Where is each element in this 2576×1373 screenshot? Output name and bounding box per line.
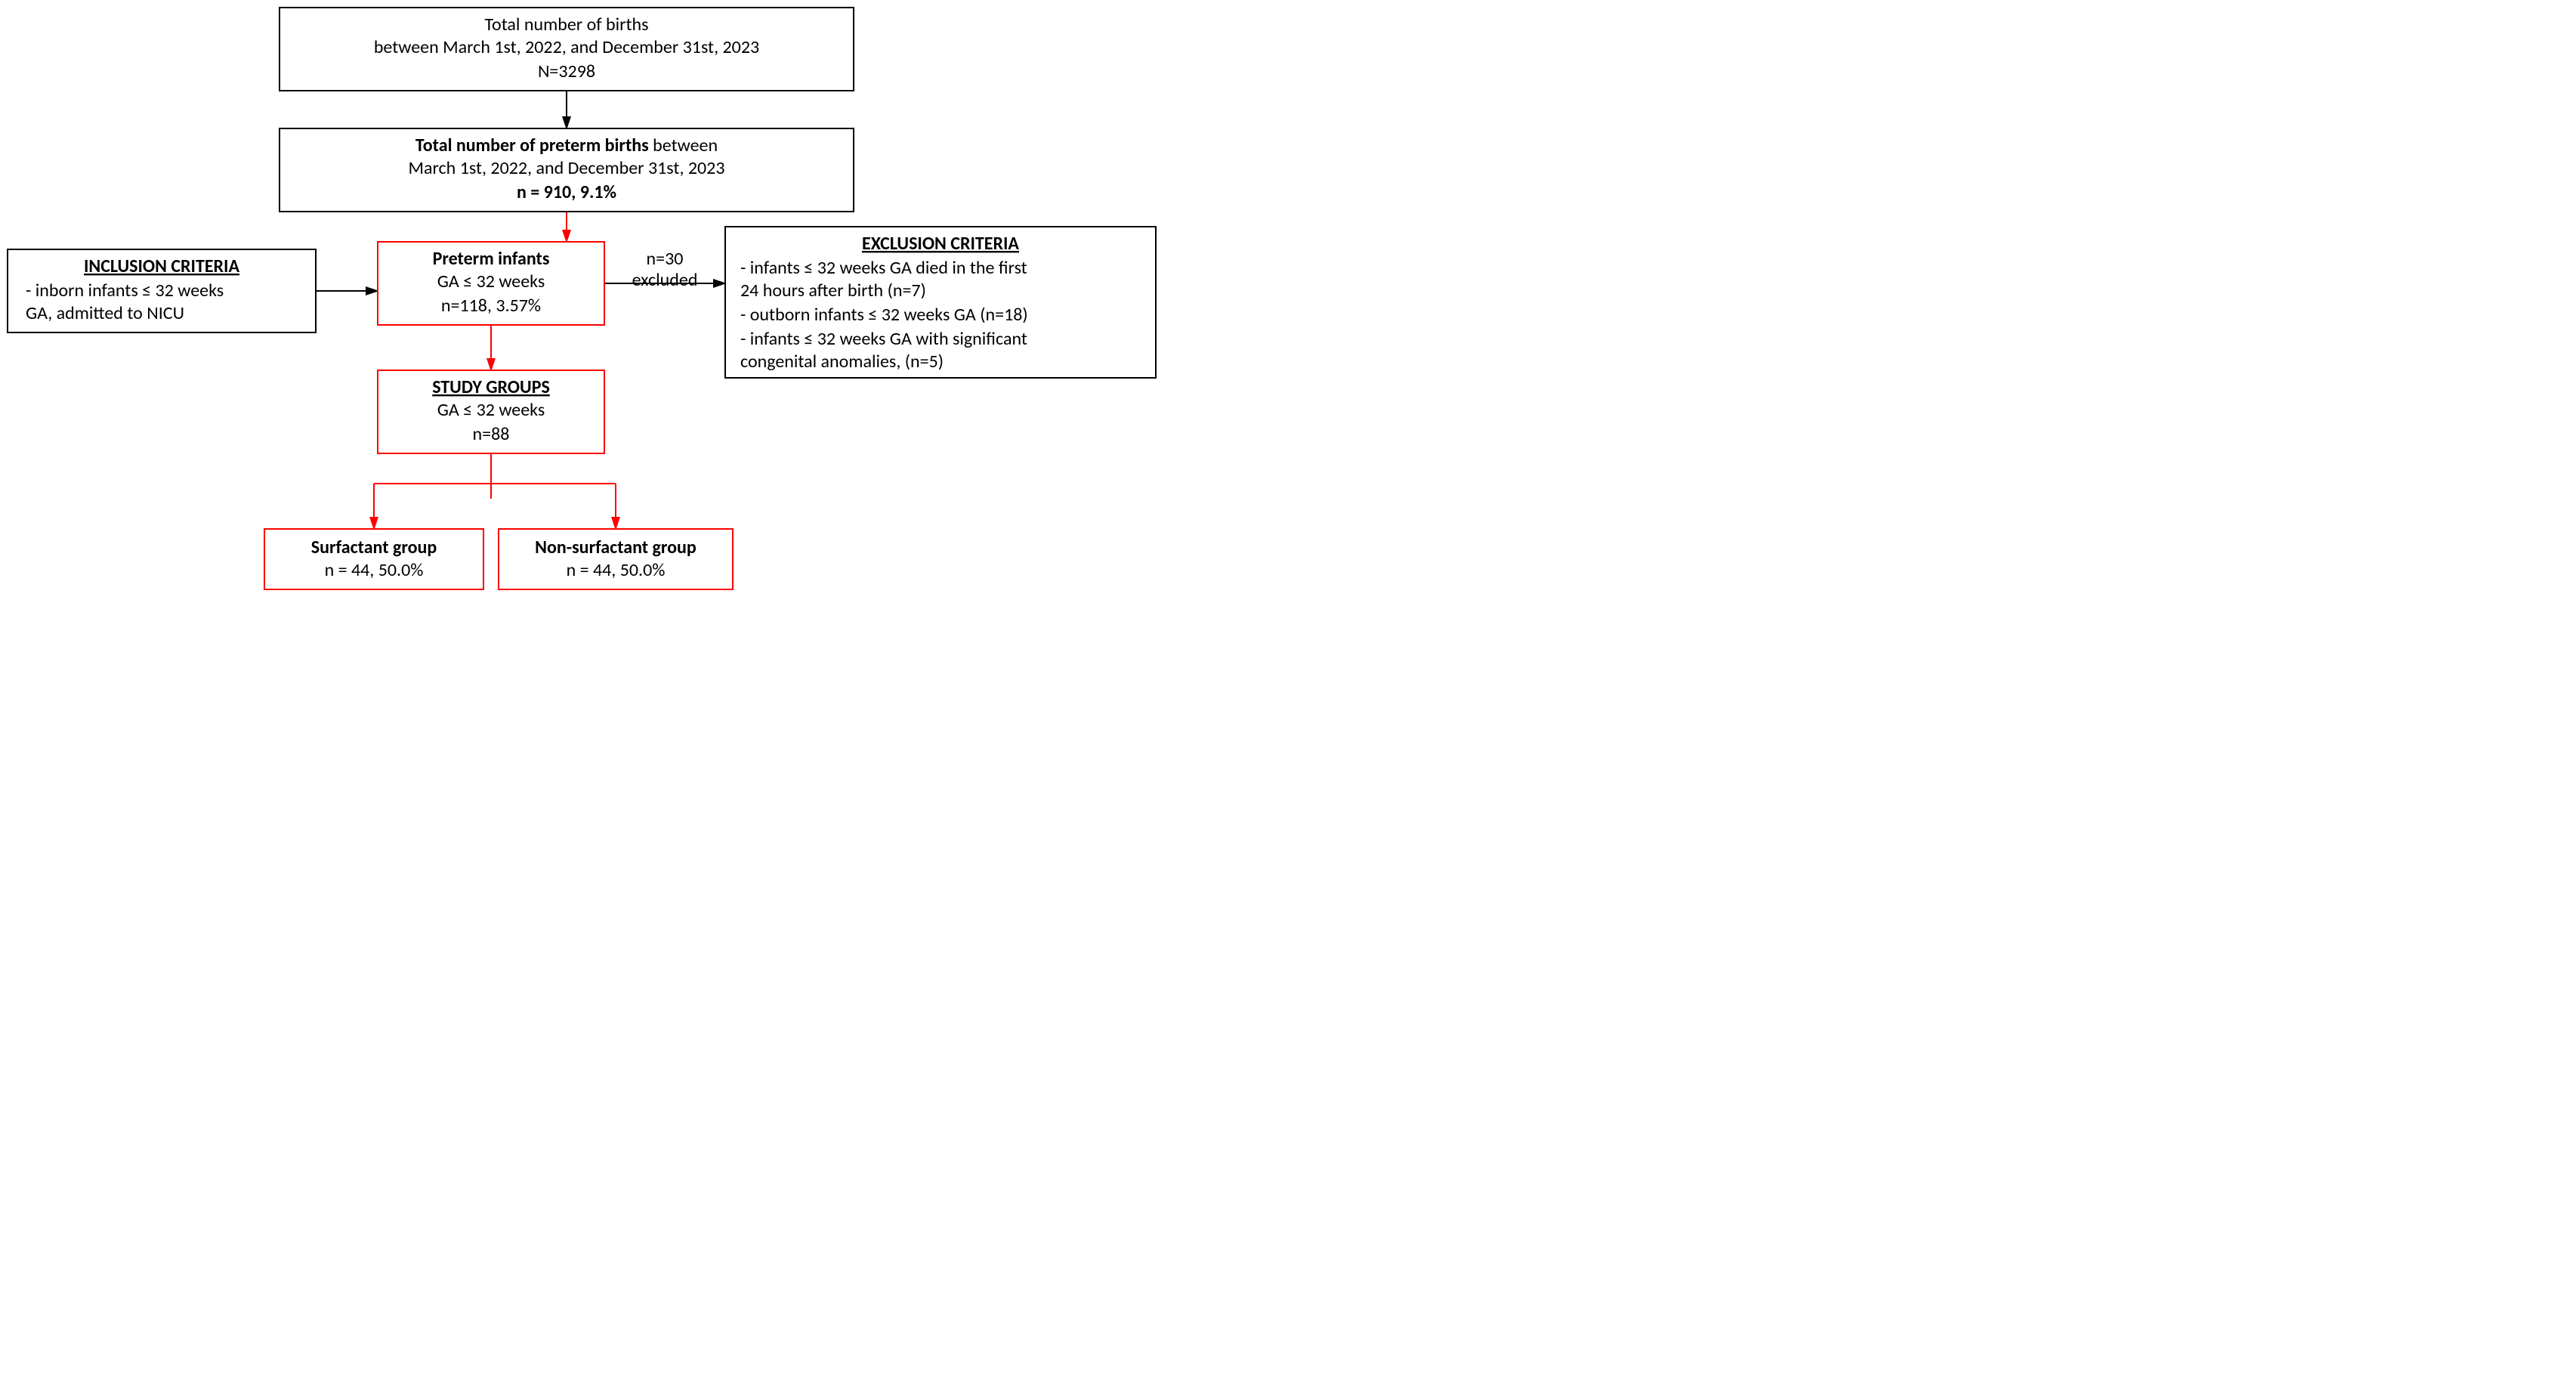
node-text: INCLUSION CRITERIA (84, 255, 239, 277)
node-text: Total number of preterm births between (415, 135, 718, 156)
node-preterm_infants: Preterm infantsGA ≤ 32 weeks n=118, 3.57% (378, 242, 604, 325)
node-text: GA, admitted to NICU (26, 302, 184, 324)
node-text: congenital anomalies, (n=5) (740, 351, 944, 373)
flowchart-canvas: n=30excluded Total number of birthsbetwee… (0, 0, 1163, 620)
edge-label: excluded (632, 269, 698, 291)
node-text: - infants ≤ 32 weeks GA with significant (740, 328, 1027, 350)
node-text: Surfactant group (311, 537, 437, 558)
node-non_surfactant: Non-surfactant groupn = 44, 50.0% (499, 529, 733, 589)
node-text: Preterm infants (433, 248, 550, 270)
node-study_groups: STUDY GROUPSGA ≤ 32 weeksn=88 (378, 370, 604, 453)
node-text: GA ≤ 32 weeks (437, 271, 545, 292)
node-text: - inborn infants ≤ 32 weeks (26, 280, 224, 302)
node-text: 24 hours after birth (n=7) (740, 280, 926, 302)
node-text: n = 44, 50.0% (567, 559, 666, 581)
node-preterm_births: Total number of preterm births betweenMa… (280, 128, 854, 212)
node-text: - infants ≤ 32 weeks GA died in the firs… (740, 257, 1027, 279)
node-text: - outborn infants ≤ 32 weeks GA (n=18) (740, 304, 1028, 326)
node-text: between March 1st, 2022, and December 31… (374, 36, 759, 58)
edge-label: n=30 (647, 248, 684, 270)
node-text: STUDY GROUPS (432, 376, 550, 398)
node-text: EXCLUSION CRITERIA (862, 233, 1019, 255)
node-surfactant: Surfactant groupn = 44, 50.0% (264, 529, 483, 589)
node-text: n = 44, 50.0% (325, 559, 424, 581)
node-text: n = 910, 9.1% (517, 181, 616, 203)
node-exclusion: EXCLUSION CRITERIA- infants ≤ 32 weeks G… (725, 227, 1156, 378)
node-text: March 1st, 2022, and December 31st, 2023 (408, 157, 724, 179)
node-total_births: Total number of birthsbetween March 1st,… (280, 8, 854, 91)
node-text: n=118, 3.57% (441, 295, 541, 317)
node-text: Total number of births (484, 14, 648, 36)
node-text: N=3298 (538, 60, 595, 82)
node-text: GA ≤ 32 weeks (437, 399, 545, 421)
node-text: n=88 (473, 423, 510, 445)
node-text: Non-surfactant group (535, 537, 697, 558)
node-inclusion: INCLUSION CRITERIA - inborn infants ≤ 32 … (8, 249, 316, 332)
